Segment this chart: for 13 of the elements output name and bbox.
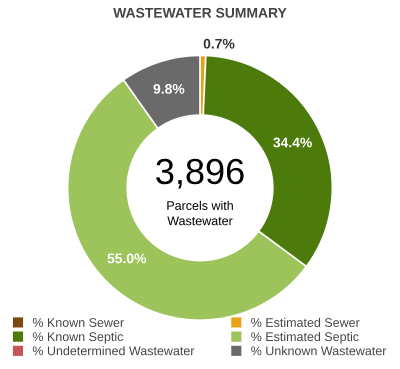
data-label: 55.0% xyxy=(107,254,146,264)
text: Parcels with Wastewater xyxy=(167,200,233,226)
data-label: 0.7% xyxy=(204,38,234,49)
legend-label: % Known Sewer xyxy=(32,318,124,327)
data-label: 34.4% xyxy=(273,138,312,148)
legend-label: % Undetermined Wastewater xyxy=(32,346,194,356)
text: 3,896 xyxy=(156,158,244,189)
data-label: 9.8% xyxy=(154,84,184,94)
legend-label: % Estimated Septic xyxy=(251,332,359,344)
chart-title: WASTEWATER SUMMARY xyxy=(113,8,287,18)
legend-label: % Unknown Wastewater xyxy=(251,346,386,356)
legend-label: % Known Septic xyxy=(32,332,124,344)
legend-label: % Estimated Sewer xyxy=(251,318,360,327)
